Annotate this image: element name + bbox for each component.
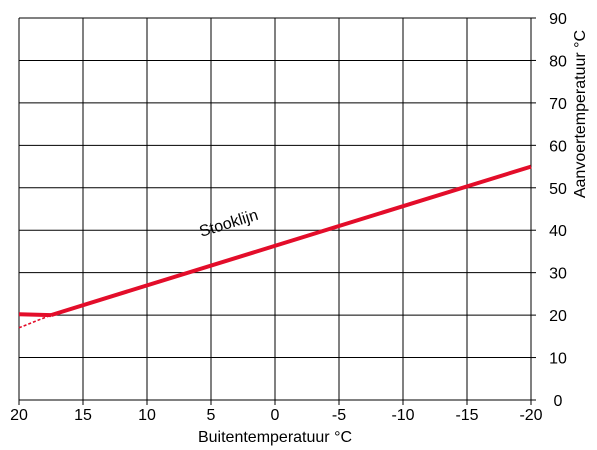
series-lines	[18, 164, 532, 329]
x-tick-label: 0	[271, 407, 280, 424]
x-tick-label: 20	[10, 407, 28, 424]
x-tick-label: 10	[138, 407, 156, 424]
y-tick-label: 0	[554, 393, 563, 410]
dashed-series-line	[18, 314, 52, 329]
y-tick-label: 30	[549, 266, 567, 283]
x-axis-title: Buitentemperatuur °C	[198, 429, 352, 446]
x-tick-label: 5	[207, 407, 216, 424]
series-line	[18, 312, 52, 318]
y-tick-label: 90	[549, 11, 567, 28]
axis-ticks	[18, 17, 536, 405]
y-tick-label: 50	[549, 181, 567, 198]
y-tick-label: 10	[549, 351, 567, 368]
y-tick-label: 60	[549, 138, 567, 155]
y-axis-title: Aanvoertemperatuur °C	[572, 30, 589, 198]
series-line	[50, 164, 532, 318]
x-tick-label: -20	[519, 407, 542, 424]
x-tick-label: -5	[332, 407, 346, 424]
y-tick-label: 70	[549, 96, 567, 113]
y-tick-label: 80	[549, 53, 567, 70]
grid-lines	[18, 17, 532, 401]
y-tick-label: 20	[549, 308, 567, 325]
y-tick-label: 40	[549, 223, 567, 240]
x-tick-label: 15	[74, 407, 92, 424]
x-tick-label: -15	[455, 407, 478, 424]
x-tick-label: -10	[391, 407, 414, 424]
